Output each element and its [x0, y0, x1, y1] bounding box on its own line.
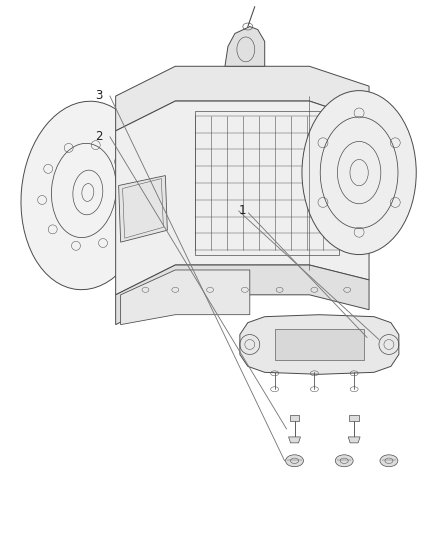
Polygon shape: [348, 437, 360, 443]
Polygon shape: [119, 175, 167, 242]
Polygon shape: [116, 101, 369, 295]
Ellipse shape: [380, 455, 398, 467]
Polygon shape: [240, 314, 399, 374]
Polygon shape: [116, 66, 369, 131]
Ellipse shape: [302, 91, 416, 255]
Ellipse shape: [335, 455, 353, 467]
Polygon shape: [290, 415, 300, 421]
Polygon shape: [275, 329, 364, 360]
Polygon shape: [116, 265, 369, 325]
Polygon shape: [120, 270, 250, 325]
Ellipse shape: [286, 455, 304, 467]
Ellipse shape: [21, 101, 151, 289]
Polygon shape: [349, 415, 359, 421]
Text: 2: 2: [95, 130, 102, 143]
Polygon shape: [225, 27, 265, 66]
Text: 1: 1: [239, 204, 246, 217]
Polygon shape: [289, 437, 300, 443]
Text: 3: 3: [95, 90, 102, 102]
